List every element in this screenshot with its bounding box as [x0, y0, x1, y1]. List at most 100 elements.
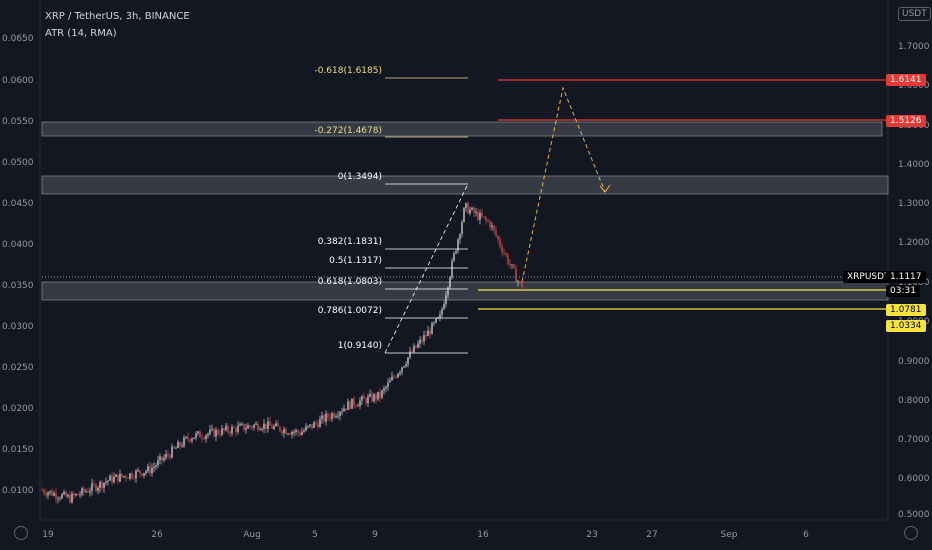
- candle-body: [45, 493, 47, 496]
- candle-body: [297, 430, 299, 433]
- time-axis-label: 26: [151, 530, 163, 540]
- candle-body: [217, 430, 219, 435]
- candle-body: [169, 455, 171, 458]
- left-axis-label: 0.0600: [2, 76, 34, 86]
- candle-body: [203, 438, 205, 440]
- candle-body: [441, 309, 443, 315]
- candle-body: [261, 428, 263, 430]
- candle-body: [145, 471, 147, 474]
- candle-body: [429, 330, 431, 335]
- candle-body: [497, 235, 499, 240]
- candle-body: [381, 390, 383, 398]
- candle-body: [191, 438, 193, 441]
- fib-level-label: 0.618(1.0803): [317, 277, 382, 287]
- right-axis-label: 0.8000: [898, 396, 930, 406]
- candle-body: [163, 457, 165, 461]
- time-axis-label: Aug: [243, 530, 261, 540]
- candle-body: [493, 225, 495, 230]
- candle-body: [515, 268, 517, 282]
- candle-body: [361, 396, 363, 401]
- time-axis-label: 5: [312, 530, 318, 540]
- candle-body: [461, 221, 463, 235]
- candle-body: [237, 425, 239, 433]
- candle-body: [427, 330, 429, 337]
- candle-body: [167, 454, 169, 456]
- fib-level-label: 1(0.9140): [337, 341, 382, 351]
- candle-body: [209, 429, 211, 434]
- candle-body: [321, 415, 323, 420]
- candle-body: [47, 492, 49, 496]
- candle-body: [509, 263, 511, 265]
- candle-body: [415, 345, 417, 348]
- candle-body: [253, 424, 255, 428]
- candle-body: [245, 428, 247, 430]
- settings-icon[interactable]: [904, 526, 918, 540]
- time-axis-label: 6: [803, 530, 809, 540]
- candle-body: [445, 294, 447, 305]
- left-axis-label: 0.0150: [2, 445, 34, 455]
- resistance-zone-upper: [41, 121, 883, 137]
- candle-body: [455, 250, 457, 254]
- candle-body: [161, 456, 163, 461]
- candle-body: [73, 493, 75, 496]
- candle-body: [249, 425, 251, 427]
- left-axis-label: 0.0550: [2, 117, 34, 127]
- candle-body: [75, 493, 77, 496]
- candle-body: [421, 339, 423, 342]
- candle-body: [327, 413, 329, 418]
- candle-body: [519, 281, 521, 283]
- candle-body: [123, 476, 125, 477]
- tv-logo-icon[interactable]: [14, 526, 28, 540]
- candle-body: [503, 252, 505, 254]
- candle-body: [349, 401, 351, 409]
- candle-body: [211, 428, 213, 430]
- right-axis-label: 0.7000: [898, 435, 930, 445]
- fib-level-label: 0.5(1.1317): [329, 256, 382, 266]
- resistance-zone: [41, 175, 889, 195]
- candle-body: [195, 433, 197, 438]
- candle-body: [513, 264, 515, 269]
- candle-body: [91, 483, 93, 492]
- last-price-badge: 1.1117: [886, 271, 926, 283]
- candle-body: [51, 490, 53, 496]
- candle-body: [329, 417, 331, 419]
- candle-body: [71, 493, 73, 503]
- candle-body: [485, 217, 487, 221]
- candle-body: [213, 428, 215, 437]
- candle-body: [411, 351, 413, 353]
- left-axis-label: 0.0350: [2, 281, 34, 291]
- candle-body: [487, 220, 489, 222]
- candle-body: [447, 287, 449, 295]
- candle-body: [475, 211, 477, 214]
- candle-body: [271, 425, 273, 429]
- candle-body: [399, 371, 401, 374]
- fib-level-label: -0.618(1.6185): [314, 66, 382, 76]
- red-level-badge-1: 1.6141: [886, 74, 926, 86]
- candle-body: [459, 234, 461, 240]
- candle-body: [407, 357, 409, 365]
- candle-body: [371, 393, 373, 402]
- candle-body: [495, 229, 497, 236]
- symbol-title[interactable]: XRP / TetherUS, 3h, BINANCE: [45, 11, 190, 22]
- fib-level-label: 0.382(1.1831): [317, 237, 382, 247]
- atr-indicator-label[interactable]: ATR (14, RMA): [45, 28, 117, 39]
- candle-body: [251, 426, 253, 428]
- candle-body: [369, 393, 371, 397]
- candle-body: [291, 431, 293, 435]
- candle-body: [387, 382, 389, 387]
- currency-badge[interactable]: USDT: [898, 7, 931, 21]
- candle-body: [95, 484, 97, 491]
- candle-body: [479, 212, 481, 220]
- candle-body: [315, 422, 317, 424]
- right-axis-label: 0.9000: [898, 357, 930, 367]
- candle-body: [43, 490, 45, 494]
- yellow-level-badge-2: 1.0334: [886, 320, 926, 332]
- candle-body: [117, 474, 119, 482]
- red-level-badge-2: 1.5126: [886, 115, 926, 127]
- candle-body: [103, 482, 105, 489]
- candle-body: [177, 442, 179, 449]
- fib-level-label: 0(1.3494): [337, 172, 382, 182]
- candle-body: [433, 322, 435, 324]
- candle-body: [221, 428, 223, 435]
